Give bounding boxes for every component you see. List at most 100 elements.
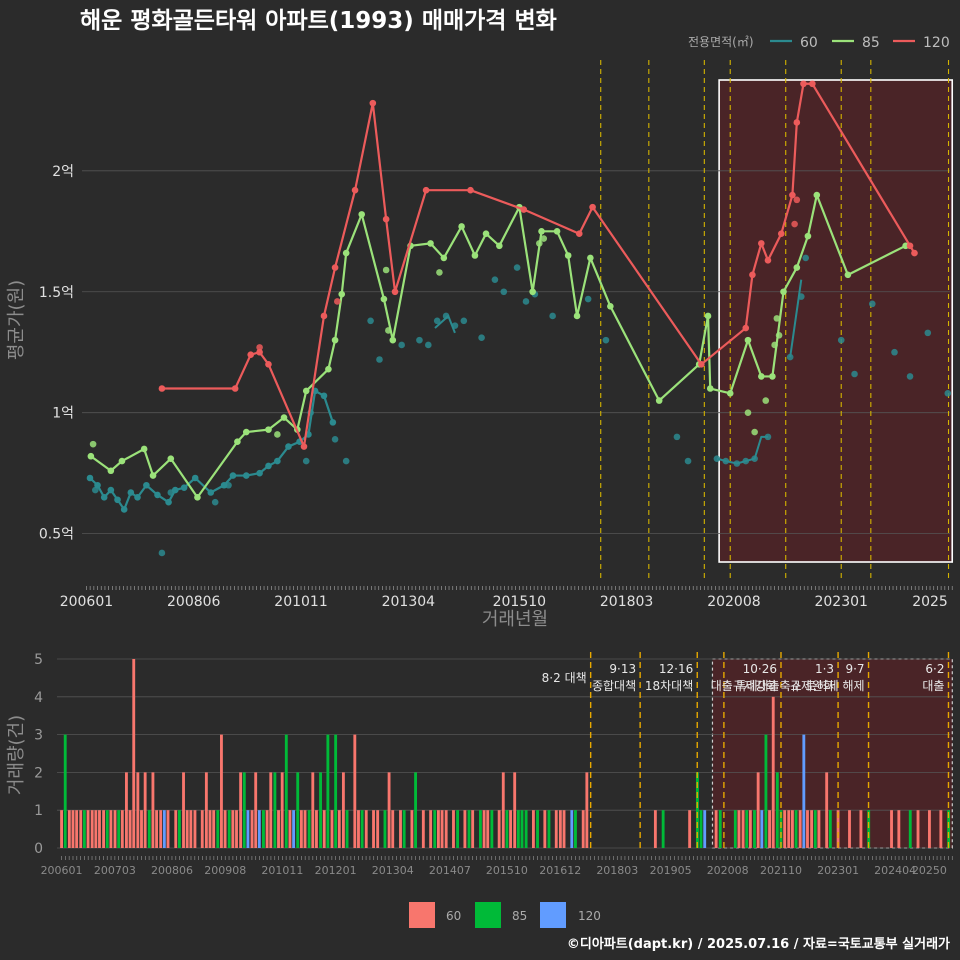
bar-85 — [524, 810, 528, 848]
scatter-point-85 — [775, 332, 783, 339]
bar-85 — [764, 734, 768, 848]
bar-120 — [802, 734, 806, 848]
bar-x-tick-label: 20250 — [912, 864, 947, 877]
bar-x-tick-label: 201011 — [261, 864, 303, 877]
policy-label: 1·3 — [815, 662, 834, 676]
bar-60 — [714, 810, 718, 848]
scatter-point-60 — [797, 293, 805, 300]
data-point-85 — [234, 438, 241, 446]
highlight-box-bottom — [711, 658, 953, 849]
scatter-point-60 — [367, 317, 374, 325]
bar-60 — [288, 810, 292, 848]
bar-x-tick-label: 201304 — [372, 864, 414, 877]
bar-60 — [810, 810, 814, 848]
bar-60 — [790, 810, 794, 848]
data-point-120 — [698, 361, 705, 368]
data-point-85 — [564, 252, 572, 259]
data-point-120 — [793, 119, 801, 126]
bar-60 — [376, 810, 380, 848]
bar-85 — [505, 810, 509, 848]
bar-60 — [399, 810, 402, 848]
data-point-120 — [589, 203, 596, 211]
bar-x-tick-label: 200806 — [151, 864, 193, 877]
data-point-60 — [100, 494, 108, 501]
data-point-120 — [742, 324, 750, 332]
data-point-60 — [265, 462, 272, 470]
scatter-point-60 — [433, 317, 441, 325]
bar-60 — [125, 772, 128, 848]
bar-85 — [433, 810, 437, 848]
bottom-legend-swatch-120 — [540, 902, 566, 928]
bar-85 — [216, 810, 220, 848]
bar-60 — [737, 810, 741, 848]
bar-60 — [554, 810, 558, 848]
data-point-120 — [331, 264, 339, 271]
scatter-point-60 — [673, 433, 681, 441]
data-point-120 — [158, 385, 166, 392]
data-point-60 — [120, 506, 128, 513]
data-point-85 — [655, 397, 663, 404]
scatter-point-60 — [944, 390, 952, 397]
bar-60 — [890, 810, 893, 848]
bar-60 — [337, 810, 341, 848]
bar-x-tick-label: 200601 — [41, 864, 83, 877]
policy-label: 8·2 대책 — [542, 670, 587, 685]
bar-60 — [497, 810, 501, 848]
price-chart: 0.5억 1억 1.5억 2억 200601 200806 201011 201304 2015… — [39, 60, 954, 610]
data-point-85 — [607, 302, 614, 310]
bar-60 — [277, 810, 280, 848]
scatter-point-120 — [333, 298, 341, 305]
policy-label: 6·2 — [925, 662, 944, 676]
scatter-point-60 — [491, 276, 499, 283]
data-point-85 — [140, 445, 148, 453]
data-point-120 — [906, 242, 914, 250]
scatter-point-60 — [764, 433, 772, 441]
bar-85 — [947, 810, 951, 848]
bar-60 — [200, 810, 204, 848]
bar-60 — [220, 734, 223, 848]
data-point-85 — [167, 455, 175, 462]
bar-60 — [204, 772, 208, 848]
bar-60 — [741, 810, 745, 848]
data-point-120 — [382, 215, 390, 223]
data-point-60 — [274, 457, 281, 465]
scatter-point-60 — [837, 336, 845, 344]
bar-60 — [939, 810, 943, 848]
bar-60 — [825, 772, 829, 848]
data-point-60 — [154, 491, 161, 499]
y-tick-label: 0.5억 — [39, 527, 74, 543]
volume-chart: 0 1 2 3 4 5 200601 200703 200806 200908 201011 2012… — [34, 652, 953, 877]
data-point-85 — [118, 457, 126, 465]
bar-x-tick-label: 201510 — [486, 864, 528, 877]
data-point-85 — [587, 254, 594, 262]
bar-120 — [246, 810, 250, 848]
bar-60 — [174, 810, 178, 848]
bar-60 — [463, 810, 467, 848]
bar-60 — [189, 810, 193, 848]
data-point-85 — [389, 336, 397, 344]
x-tick-label: 2025 — [912, 594, 948, 610]
bar-85 — [574, 810, 577, 848]
bar-85 — [177, 810, 181, 848]
bar-60 — [817, 810, 821, 848]
credit-text: ©디아파트(dapt.kr) / 2025.07.16 / 자료=국토교통부 실… — [567, 936, 950, 952]
scatter-point-60 — [733, 460, 741, 467]
bar-85 — [779, 810, 783, 848]
data-point-120 — [777, 230, 785, 238]
bar-60 — [798, 810, 802, 848]
bar-60 — [311, 772, 315, 848]
data-point-85 — [265, 426, 272, 433]
bottom-y-axis-label: 거래량(건) — [6, 715, 27, 795]
policy-label: 9·13 — [609, 662, 636, 676]
bar-85 — [908, 810, 912, 848]
scatter-point-85 — [89, 440, 97, 448]
bar-85 — [794, 810, 798, 848]
bar-85 — [296, 772, 300, 848]
scatter-point-85 — [274, 431, 281, 438]
bar-60 — [513, 772, 517, 848]
bar-60 — [410, 810, 414, 848]
bar-60 — [322, 810, 326, 848]
bar-85 — [334, 734, 338, 848]
bar-60 — [768, 810, 772, 848]
bar-85 — [699, 810, 703, 848]
